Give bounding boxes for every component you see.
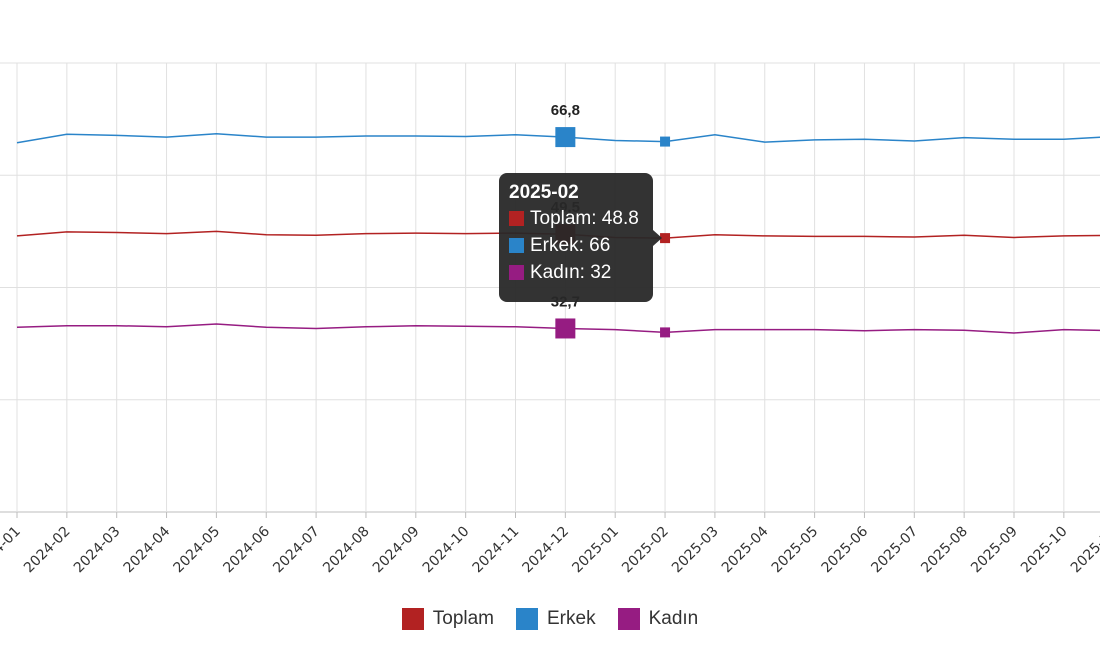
chart-legend: Toplam Erkek Kadın xyxy=(0,608,1100,630)
x-tick-label: 2025-06 xyxy=(819,523,872,576)
tooltip-row-toplam: Toplam: 48.8 xyxy=(509,205,643,232)
tooltip-title: 2025-02 xyxy=(509,182,579,203)
legend-item-kadin[interactable]: Kadın xyxy=(617,608,699,630)
tooltip-text-kadin: Kadın: 32 xyxy=(530,262,612,283)
x-tick-label: 2025-03 xyxy=(669,524,722,577)
x-tick-label: 2025-08 xyxy=(918,524,971,577)
tooltip-swatch-kadin xyxy=(509,265,524,280)
x-tick-label: 2025-02 xyxy=(619,524,672,577)
legend-label-erkek: Erkek xyxy=(547,608,596,629)
x-tick-label: 2024-02 xyxy=(21,524,74,577)
x-tick-label: 2024-10 xyxy=(420,524,473,577)
x-tick-label: 2025-10 xyxy=(1018,524,1071,577)
x-tick-label: 2025-01 xyxy=(569,524,622,577)
x-tick-label: 2025-04 xyxy=(719,523,772,576)
x-axis-ticks: 2024-012024-022024-032024-042024-052024-… xyxy=(0,512,1100,576)
legend-item-toplam[interactable]: Toplam xyxy=(401,608,494,630)
tooltip-text-toplam: Toplam: 48.8 xyxy=(530,208,639,229)
marker-large xyxy=(555,318,576,339)
tooltip-swatch-erkek xyxy=(509,238,524,253)
x-tick-label: 2024-12 xyxy=(519,524,572,577)
x-tick-label: 2024-03 xyxy=(71,524,124,577)
legend-swatch-erkek xyxy=(516,608,538,630)
x-tick-label: 2025-09 xyxy=(968,524,1021,577)
x-tick-label: 2024-05 xyxy=(171,524,224,577)
tooltip-row-erkek: Erkek: 66 xyxy=(509,232,643,259)
legend-label-kadin: Kadın xyxy=(648,608,699,629)
x-tick-label: 2024-06 xyxy=(220,523,273,576)
tooltip-caret xyxy=(653,230,662,246)
x-tick-label: 2024-04 xyxy=(121,523,174,576)
x-tick-label: 2025-11 xyxy=(1068,524,1100,577)
tooltip-row-kadin: Kadın: 32 xyxy=(509,259,643,286)
marker-hover xyxy=(660,136,671,147)
x-tick-label: 2024-01 xyxy=(0,524,24,577)
legend-swatch-kadin xyxy=(617,608,640,630)
data-label: 66,8 xyxy=(551,102,580,119)
x-tick-label: 2024-08 xyxy=(320,524,373,577)
tooltip-text-erkek: Erkek: 66 xyxy=(530,235,611,256)
tooltip-swatch-toplam xyxy=(509,211,524,226)
x-tick-label: 2024-11 xyxy=(470,524,523,577)
x-tick-label: 2024-07 xyxy=(270,524,323,577)
x-tick-label: 2024-09 xyxy=(370,524,423,577)
legend-swatch-toplam xyxy=(401,608,424,630)
marker-hover xyxy=(660,327,671,338)
chart-tooltip: 2025-02 Toplam: 48.8 Erkek: 66 Kadın: 32 xyxy=(499,173,653,302)
x-tick-label: 2025-05 xyxy=(769,524,822,577)
marker-hover xyxy=(660,233,671,244)
legend-item-erkek[interactable]: Erkek xyxy=(516,608,596,630)
marker-large xyxy=(555,127,576,148)
legend-label-toplam: Toplam xyxy=(432,608,494,629)
x-tick-label: 2025-07 xyxy=(868,524,921,577)
